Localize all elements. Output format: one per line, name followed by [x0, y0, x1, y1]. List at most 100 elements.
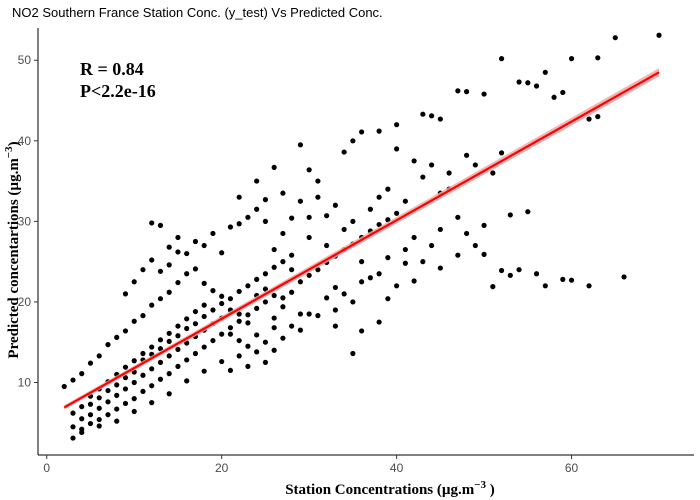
data-point	[507, 212, 513, 218]
data-point	[525, 80, 531, 86]
data-point	[376, 319, 382, 325]
data-point	[262, 339, 269, 345]
data-point	[350, 218, 356, 224]
data-point	[481, 222, 487, 228]
data-point	[245, 343, 251, 349]
data-point	[236, 194, 242, 200]
data-point	[437, 116, 443, 122]
data-point	[542, 283, 548, 289]
data-point	[429, 162, 435, 168]
data-point	[455, 252, 461, 258]
data-point	[210, 288, 216, 294]
data-point	[131, 318, 137, 324]
data-point	[157, 296, 164, 302]
data-point	[280, 230, 286, 237]
data-point	[376, 194, 382, 200]
data-point	[70, 410, 76, 416]
data-point	[184, 357, 190, 363]
data-point	[140, 350, 146, 357]
data-point	[463, 89, 470, 95]
data-point	[131, 379, 137, 386]
data-point	[131, 358, 137, 364]
data-point	[157, 346, 164, 352]
data-point	[236, 318, 242, 324]
data-point	[157, 337, 164, 343]
data-point	[560, 89, 566, 96]
data-point	[332, 284, 338, 291]
x-tick-label: 40	[390, 461, 404, 475]
data-point	[297, 327, 303, 333]
data-point	[219, 300, 225, 307]
data-point	[516, 267, 522, 273]
data-point	[446, 170, 452, 176]
data-point	[236, 311, 242, 317]
data-point	[306, 214, 312, 220]
data-point	[157, 376, 164, 382]
data-point	[254, 178, 260, 184]
data-point	[192, 308, 199, 315]
data-point	[245, 214, 251, 220]
data-point	[96, 416, 102, 423]
data-point	[262, 286, 269, 292]
data-point	[560, 276, 566, 282]
data-point	[79, 426, 85, 432]
data-point	[166, 338, 172, 345]
data-point	[96, 405, 102, 411]
data-point	[297, 142, 303, 148]
data-point	[114, 334, 120, 340]
data-point	[568, 277, 575, 283]
data-point	[61, 383, 67, 390]
y-axis-label-main: Predicted concentartions (µg.m	[6, 158, 22, 359]
data-point	[254, 332, 260, 338]
data-point	[498, 267, 505, 274]
data-point	[140, 313, 146, 319]
data-point	[262, 359, 269, 365]
data-point	[490, 170, 496, 176]
data-point	[140, 372, 146, 378]
data-point	[289, 323, 295, 329]
data-point	[166, 371, 172, 377]
data-point	[157, 268, 164, 274]
data-point	[385, 186, 391, 192]
annotation-p: P<2.2e-16	[80, 81, 156, 101]
data-point	[271, 347, 277, 353]
data-point	[70, 424, 76, 430]
data-point	[131, 396, 137, 402]
data-point	[201, 302, 207, 308]
data-point	[201, 368, 207, 374]
data-point	[175, 279, 181, 286]
data-point	[271, 246, 277, 253]
data-point	[105, 342, 111, 348]
data-point	[166, 330, 172, 336]
data-point	[332, 202, 338, 208]
data-point	[245, 312, 251, 318]
data-point	[481, 91, 487, 97]
data-point	[271, 292, 277, 299]
x-axis-label-exponent: −3	[474, 479, 486, 491]
data-point	[359, 259, 365, 265]
data-point	[289, 289, 295, 295]
data-point	[79, 404, 85, 410]
data-point	[306, 311, 312, 317]
data-point	[289, 267, 295, 273]
data-point	[498, 56, 505, 62]
data-point	[166, 353, 172, 359]
data-point	[394, 146, 400, 152]
data-point	[271, 315, 277, 321]
x-tick-label: 0	[43, 461, 50, 475]
data-point	[227, 331, 234, 337]
data-point	[210, 337, 216, 344]
data-point	[201, 313, 207, 320]
data-point	[367, 206, 373, 212]
data-point	[271, 325, 277, 331]
data-point	[420, 259, 426, 265]
data-point	[236, 353, 242, 359]
data-point	[376, 128, 382, 134]
data-point	[149, 344, 155, 350]
data-point	[411, 158, 417, 164]
data-point	[262, 197, 269, 203]
data-point	[149, 302, 155, 308]
data-point	[201, 344, 207, 350]
x-axis-label: Station Concentrations (µg.m−3 )	[285, 479, 495, 498]
data-point	[367, 275, 373, 281]
